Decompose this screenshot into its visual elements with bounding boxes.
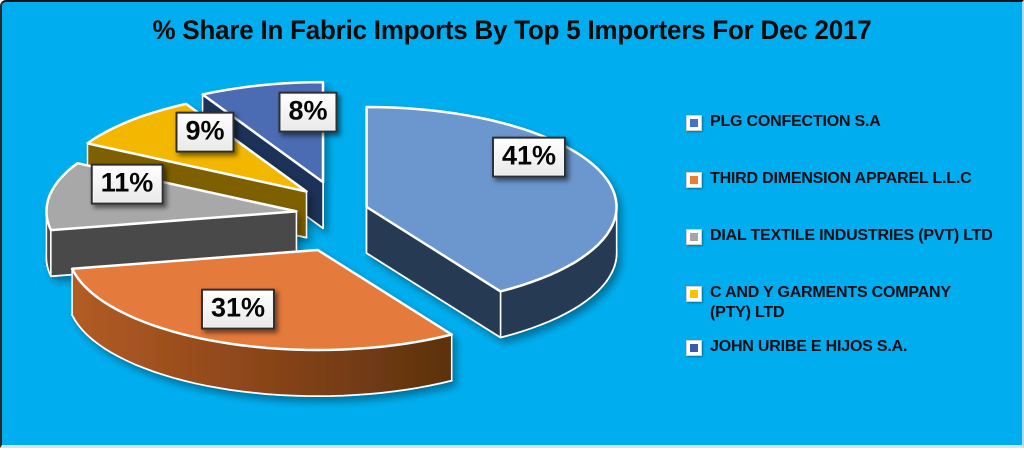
pie-data-label: 31% — [200, 288, 276, 330]
legend-swatch-icon — [686, 229, 702, 245]
pie-data-label: 41% — [491, 136, 567, 178]
legend-item-label: PLG CONFECTION S.A — [710, 113, 881, 130]
legend-item: JOHN URIBE E HIJOS S.A. — [686, 337, 907, 357]
legend-item: DIAL TEXTILE INDUSTRIES (PVT) LTD — [686, 226, 993, 246]
legend-item-label: C AND Y GARMENTS COMPANY (PTY) LTD — [710, 284, 951, 321]
legend-swatch-icon — [686, 115, 702, 131]
chart-legend: PLG CONFECTION S.A THIRD DIMENSION APPAR… — [686, 107, 1018, 397]
legend-swatch-icon — [686, 172, 702, 188]
pie-data-label: 11% — [90, 163, 164, 205]
legend-item-label: JOHN URIBE E HIJOS S.A. — [710, 338, 908, 355]
pie-data-label: 9% — [175, 111, 235, 153]
legend-item-label: THIRD DIMENSION APPAREL L.L.C — [710, 170, 972, 187]
legend-item: THIRD DIMENSION APPAREL L.L.C — [686, 169, 972, 189]
pie-data-label: 8% — [278, 91, 338, 133]
legend-swatch-icon — [686, 340, 702, 356]
legend-item: C AND Y GARMENTS COMPANY (PTY) LTD — [686, 283, 951, 323]
legend-item-label: DIAL TEXTILE INDUSTRIES (PVT) LTD — [710, 227, 993, 244]
legend-swatch-icon — [686, 286, 702, 302]
chart-title: % Share In Fabric Imports By Top 5 Impor… — [152, 15, 872, 45]
legend-item: PLG CONFECTION S.A — [686, 112, 881, 132]
